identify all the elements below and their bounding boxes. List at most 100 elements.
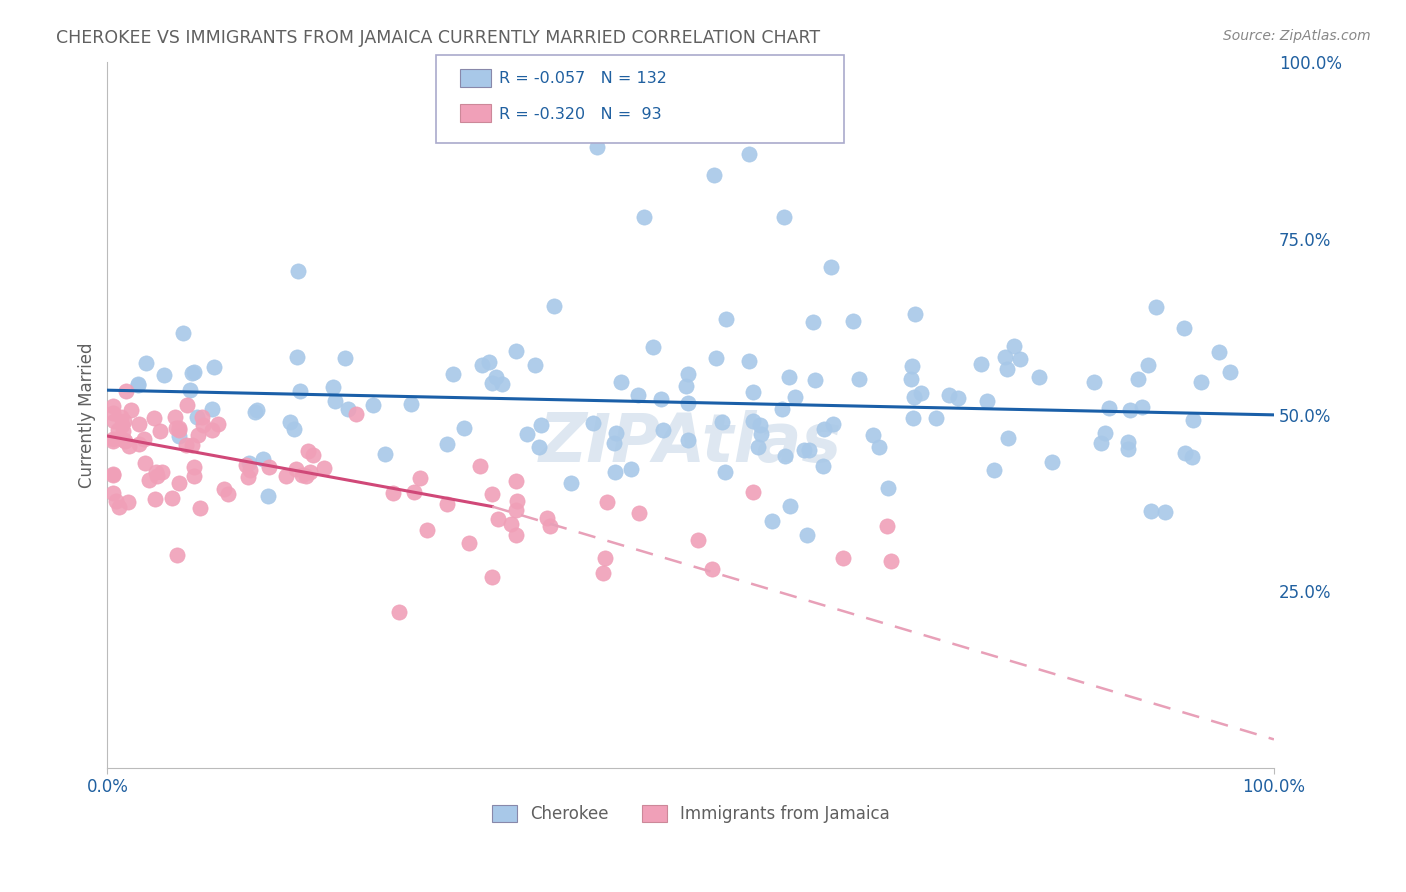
Point — [749, 426, 772, 441]
Point — [868, 440, 890, 454]
Point — [165, 421, 187, 435]
Point — [505, 343, 527, 358]
Point — [152, 368, 174, 382]
Point — [167, 429, 190, 443]
Point — [183, 460, 205, 475]
Point — [862, 428, 884, 442]
Text: CHEROKEE VS IMMIGRANTS FROM JAMAICA CURRENTLY MARRIED CORRELATION CHART: CHEROKEE VS IMMIGRANTS FROM JAMAICA CURR… — [56, 29, 820, 46]
Point — [627, 387, 650, 401]
Point — [530, 417, 553, 432]
Point — [742, 485, 765, 500]
Point — [191, 418, 214, 433]
Point — [112, 414, 135, 428]
Point — [243, 404, 266, 418]
Point — [180, 366, 202, 380]
Point — [312, 461, 335, 475]
Point — [925, 411, 948, 425]
Point — [145, 465, 167, 479]
Point — [111, 417, 134, 432]
Point — [108, 500, 131, 515]
Point — [529, 440, 551, 454]
Point — [481, 487, 503, 501]
Point — [797, 442, 820, 457]
Point — [138, 474, 160, 488]
Point — [103, 406, 125, 420]
Point — [361, 398, 384, 412]
Point — [117, 494, 139, 508]
Point — [813, 458, 835, 473]
Point — [796, 528, 818, 542]
Point — [880, 554, 903, 568]
Point — [183, 365, 205, 379]
Point — [486, 512, 509, 526]
Point — [409, 471, 432, 485]
Point — [832, 550, 855, 565]
Point — [1128, 372, 1150, 386]
Point — [115, 384, 138, 399]
Point — [821, 417, 844, 431]
Point — [1219, 365, 1241, 379]
Point — [103, 414, 125, 428]
Point — [747, 440, 769, 454]
Point — [900, 359, 922, 373]
Text: ZIPAtlas: ZIPAtlas — [538, 410, 842, 476]
Point — [946, 392, 969, 406]
Point — [592, 566, 614, 581]
Point — [678, 367, 700, 381]
Point — [1144, 301, 1167, 315]
Point — [103, 467, 125, 482]
Point — [1119, 402, 1142, 417]
Point — [1028, 370, 1050, 384]
Point — [176, 398, 198, 412]
Point — [103, 486, 125, 500]
Point — [910, 385, 932, 400]
Point — [478, 355, 501, 369]
Point — [770, 401, 793, 416]
Y-axis label: Currently Married: Currently Married — [79, 343, 96, 488]
Point — [294, 469, 316, 483]
Point — [112, 424, 135, 438]
Point — [761, 514, 783, 528]
Point — [336, 402, 359, 417]
Point — [1182, 413, 1205, 427]
Point — [738, 353, 761, 368]
Point — [471, 358, 494, 372]
Point — [146, 469, 169, 483]
Point — [876, 518, 898, 533]
Point — [1189, 376, 1212, 390]
Point — [620, 462, 643, 476]
Point — [453, 421, 475, 435]
Point — [820, 260, 842, 274]
Point — [174, 438, 197, 452]
Point — [388, 606, 411, 620]
Point — [903, 390, 925, 404]
Point — [976, 394, 998, 409]
Point — [103, 400, 125, 414]
Point — [605, 425, 627, 440]
Point — [103, 432, 125, 446]
Point — [783, 390, 806, 404]
Point — [499, 517, 522, 532]
Point — [202, 359, 225, 374]
Point — [323, 394, 346, 409]
Point — [274, 468, 297, 483]
Point — [628, 506, 651, 520]
Point — [217, 487, 239, 501]
Point — [841, 314, 863, 328]
Point — [127, 377, 149, 392]
Point — [703, 168, 725, 182]
Point — [297, 443, 319, 458]
Point — [1174, 446, 1197, 460]
Point — [983, 463, 1005, 477]
Point — [181, 438, 204, 452]
Point — [904, 307, 927, 321]
Point — [1116, 442, 1139, 457]
Point — [749, 417, 772, 432]
Point — [1181, 450, 1204, 465]
Point — [970, 357, 993, 371]
Point — [505, 502, 527, 516]
Point — [773, 450, 796, 464]
Point — [235, 458, 257, 473]
Point — [127, 376, 149, 391]
Point — [458, 536, 481, 550]
